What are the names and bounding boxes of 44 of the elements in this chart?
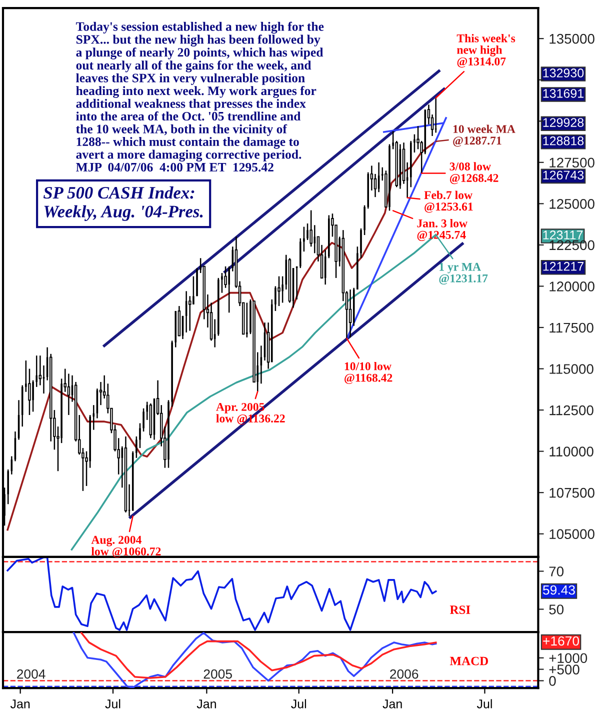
y-tick-label: 105000 [550, 529, 594, 540]
annotation: 10 week MA @1287.71 [453, 124, 516, 147]
y-tick-label: 135000 [550, 34, 594, 44]
x-tick-label: Jan [382, 700, 402, 708]
annotation: 2005 [204, 669, 232, 679]
annotation: Feb.7 low @1253.61 [424, 190, 473, 213]
text: Today's session established a new high for the SPX... but the new high has been followed by a plunge of nearly 20 points, which has wiped out nearly all of the gains for the week, and leaves the SPX in very vulnerable position heading into next week. My work argues for additional weakness that presses the index into the area of the Oct. '05 trendline and the 10 week MA, both in the vicinity of 1288-- which must contain the damage to avert a more damaging corrective period. MJP 04/07/06 4:00 PM ET 1295.42 [76, 22, 324, 172]
annotation: Aug. 2004 low @1060.72 [91, 536, 161, 558]
annotation: 3/08 low @1268.42 [450, 162, 498, 184]
x-tick-label: Jan [10, 700, 30, 708]
annotation: 2006 [390, 669, 418, 679]
y-tick-label: 110000 [550, 446, 594, 456]
series-label: RSI [450, 606, 470, 614]
series-label: MACD [450, 656, 488, 666]
text: +1670 [543, 636, 580, 646]
x-tick-label: Jan [196, 700, 216, 708]
y2-tick-label: 129928 [543, 118, 584, 127]
y-tick-label: +1000 [549, 653, 588, 664]
y-tick-label: 70 [549, 566, 564, 576]
x-tick-label: Jul [476, 699, 492, 708]
y-tick-label: 115000 [550, 364, 594, 374]
y2-tick-label: 123117 [543, 230, 583, 240]
y2-tick-label: 126743 [543, 170, 584, 180]
annotation: 1 yr MA @1231.17 [439, 262, 488, 284]
y-tick-label: 50 [549, 604, 564, 614]
y-tick-label: +500 [549, 664, 580, 674]
y-tick-label: 127500 [550, 158, 594, 168]
y2-tick-label: 121217 [543, 262, 584, 271]
x-tick-label: Jul [105, 699, 120, 708]
y-tick-label: 0 [549, 676, 556, 686]
text: SP 500 CASH Index: Weekly, Aug. '04-Pres. [43, 186, 203, 221]
annotation: 10/10 low @1168.42 [344, 362, 392, 384]
y2-tick-label: 128818 [543, 136, 584, 146]
x-tick-label: Jul [291, 699, 306, 708]
y-tick-label: 107500 [550, 488, 594, 498]
y2-tick-label: 131691 [543, 89, 584, 98]
y-tick-label: 125000 [550, 199, 594, 209]
y-tick-label: 120000 [550, 282, 594, 292]
text: 59.43 [543, 585, 575, 595]
annotation: This week's new high @1314.07 [456, 34, 516, 68]
annotation: 2004 [17, 669, 46, 679]
y-tick-label: 117500 [550, 322, 594, 333]
y-tick-label: 112500 [550, 405, 594, 416]
y2-tick-label: 132930 [543, 68, 584, 78]
